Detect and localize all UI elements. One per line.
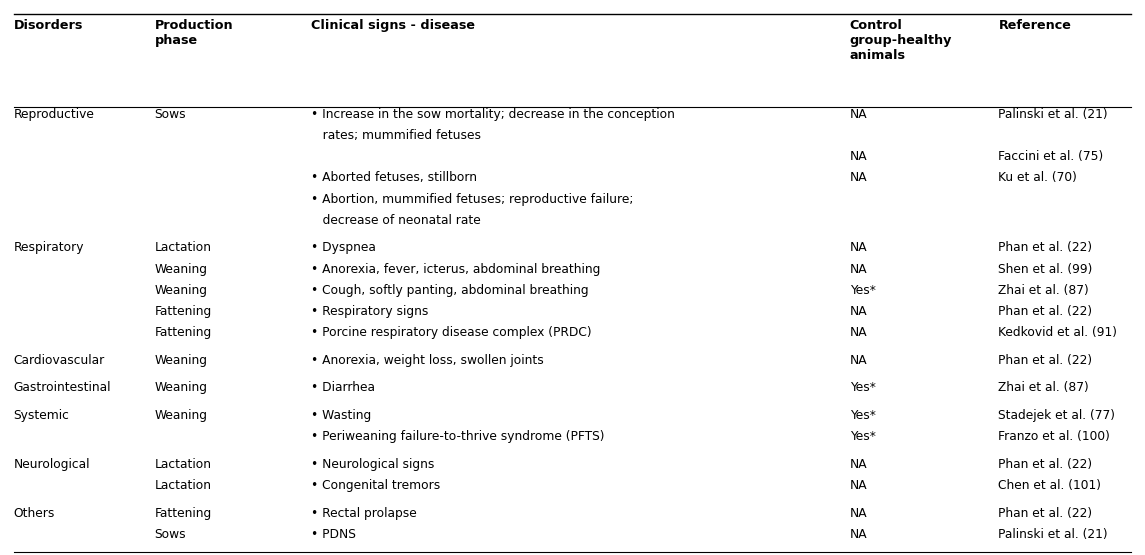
Text: NA: NA — [850, 479, 867, 492]
Text: • Respiratory signs: • Respiratory signs — [311, 305, 429, 317]
Text: NA: NA — [850, 241, 867, 254]
Text: Production
phase: Production phase — [155, 19, 234, 47]
Text: Fattening: Fattening — [155, 507, 212, 519]
Text: NA: NA — [850, 171, 867, 184]
Text: NA: NA — [850, 108, 867, 121]
Text: Chen et al. (101): Chen et al. (101) — [998, 479, 1101, 492]
Text: Neurological: Neurological — [14, 458, 90, 471]
Text: Phan et al. (22): Phan et al. (22) — [998, 241, 1092, 254]
Text: Weaning: Weaning — [155, 381, 207, 394]
Text: Ku et al. (70): Ku et al. (70) — [998, 171, 1077, 184]
Text: Respiratory: Respiratory — [14, 241, 85, 254]
Text: • PDNS: • PDNS — [311, 528, 356, 541]
Text: Disorders: Disorders — [14, 19, 84, 32]
Text: Cardiovascular: Cardiovascular — [14, 354, 105, 366]
Text: rates; mummified fetuses: rates; mummified fetuses — [311, 129, 481, 142]
Text: Reproductive: Reproductive — [14, 108, 95, 121]
Text: Faccini et al. (75): Faccini et al. (75) — [998, 150, 1104, 163]
Text: Kedkovid et al. (91): Kedkovid et al. (91) — [998, 326, 1118, 339]
Text: decrease of neonatal rate: decrease of neonatal rate — [311, 214, 481, 226]
Text: Fattening: Fattening — [155, 326, 212, 339]
Text: Phan et al. (22): Phan et al. (22) — [998, 458, 1092, 471]
Text: Franzo et al. (100): Franzo et al. (100) — [998, 430, 1111, 443]
Text: Weaning: Weaning — [155, 263, 207, 275]
Text: • Dyspnea: • Dyspnea — [311, 241, 377, 254]
Text: Palinski et al. (21): Palinski et al. (21) — [998, 108, 1108, 121]
Text: • Rectal prolapse: • Rectal prolapse — [311, 507, 417, 519]
Text: Yes*: Yes* — [850, 381, 876, 394]
Text: • Porcine respiratory disease complex (PRDC): • Porcine respiratory disease complex (P… — [311, 326, 592, 339]
Text: Lactation: Lactation — [155, 458, 212, 471]
Text: • Cough, softly panting, abdominal breathing: • Cough, softly panting, abdominal breat… — [311, 284, 589, 296]
Text: • Anorexia, fever, icterus, abdominal breathing: • Anorexia, fever, icterus, abdominal br… — [311, 263, 601, 275]
Text: Yes*: Yes* — [850, 430, 876, 443]
Text: • Diarrhea: • Diarrhea — [311, 381, 376, 394]
Text: NA: NA — [850, 507, 867, 519]
Text: Sows: Sows — [155, 528, 187, 541]
Text: • Congenital tremors: • Congenital tremors — [311, 479, 441, 492]
Text: Control
group-healthy
animals: Control group-healthy animals — [850, 19, 951, 62]
Text: • Increase in the sow mortality; decrease in the conception: • Increase in the sow mortality; decreas… — [311, 108, 676, 121]
Text: Yes*: Yes* — [850, 409, 876, 422]
Text: Zhai et al. (87): Zhai et al. (87) — [998, 284, 1089, 296]
Text: Weaning: Weaning — [155, 354, 207, 366]
Text: Clinical signs - disease: Clinical signs - disease — [311, 19, 475, 32]
Text: Phan et al. (22): Phan et al. (22) — [998, 507, 1092, 519]
Text: Lactation: Lactation — [155, 241, 212, 254]
Text: Phan et al. (22): Phan et al. (22) — [998, 305, 1092, 317]
Text: Reference: Reference — [998, 19, 1072, 32]
Text: NA: NA — [850, 305, 867, 317]
Text: Others: Others — [14, 507, 55, 519]
Text: • Abortion, mummified fetuses; reproductive failure;: • Abortion, mummified fetuses; reproduct… — [311, 193, 634, 205]
Text: NA: NA — [850, 150, 867, 163]
Text: • Anorexia, weight loss, swollen joints: • Anorexia, weight loss, swollen joints — [311, 354, 544, 366]
Text: Weaning: Weaning — [155, 284, 207, 296]
Text: • Periweaning failure-to-thrive syndrome (PFTS): • Periweaning failure-to-thrive syndrome… — [311, 430, 605, 443]
Text: Lactation: Lactation — [155, 479, 212, 492]
Text: • Aborted fetuses, stillborn: • Aborted fetuses, stillborn — [311, 171, 477, 184]
Text: Palinski et al. (21): Palinski et al. (21) — [998, 528, 1108, 541]
Text: Sows: Sows — [155, 108, 187, 121]
Text: NA: NA — [850, 263, 867, 275]
Text: Shen et al. (99): Shen et al. (99) — [998, 263, 1092, 275]
Text: NA: NA — [850, 326, 867, 339]
Text: Systemic: Systemic — [14, 409, 70, 422]
Text: NA: NA — [850, 528, 867, 541]
Text: • Wasting: • Wasting — [311, 409, 372, 422]
Text: Gastrointestinal: Gastrointestinal — [14, 381, 111, 394]
Text: Phan et al. (22): Phan et al. (22) — [998, 354, 1092, 366]
Text: • Neurological signs: • Neurological signs — [311, 458, 435, 471]
Text: Zhai et al. (87): Zhai et al. (87) — [998, 381, 1089, 394]
Text: Weaning: Weaning — [155, 409, 207, 422]
Text: NA: NA — [850, 354, 867, 366]
Text: Fattening: Fattening — [155, 305, 212, 317]
Text: NA: NA — [850, 458, 867, 471]
Text: Yes*: Yes* — [850, 284, 876, 296]
Text: Stadejek et al. (77): Stadejek et al. (77) — [998, 409, 1115, 422]
